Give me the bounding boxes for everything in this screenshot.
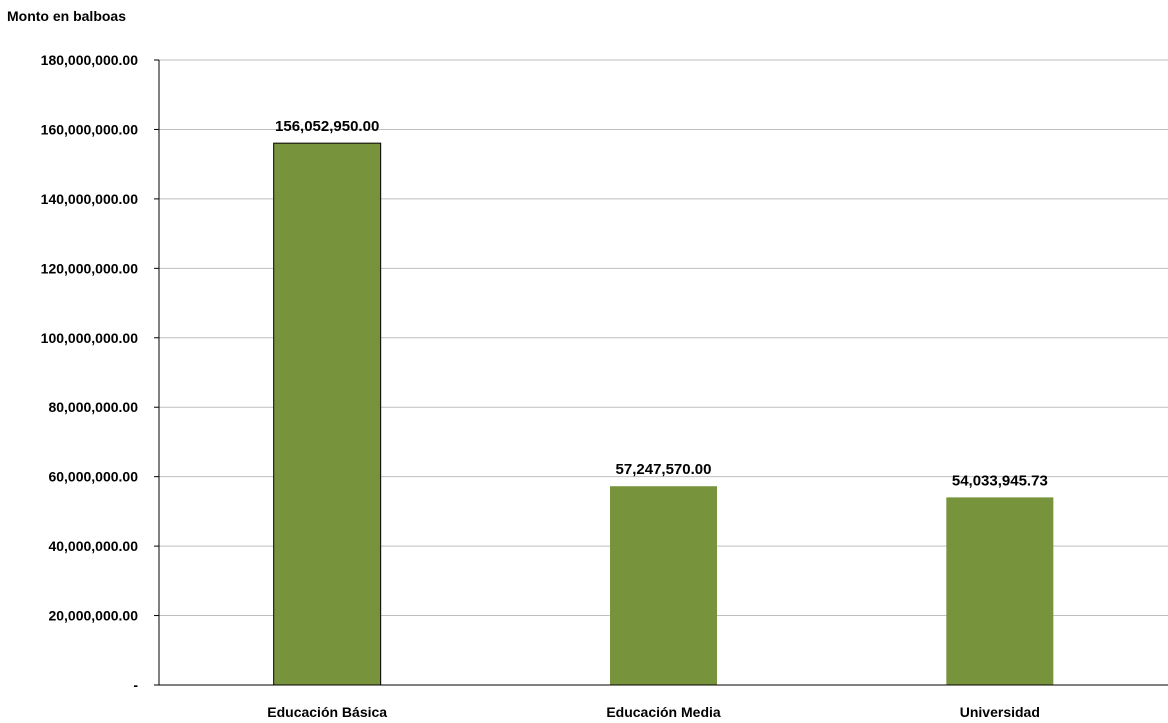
- bar: [273, 142, 382, 686]
- y-tick-label: 180,000,000.00: [41, 52, 139, 68]
- x-tick-label: Educación Básica: [267, 704, 387, 720]
- bar-value-label: 57,247,570.00: [616, 461, 712, 478]
- bar-value-label: 54,033,945.73: [952, 472, 1048, 489]
- y-tick-label: 80,000,000.00: [48, 399, 138, 415]
- bar: [946, 497, 1054, 685]
- x-tick-label: Educación Media: [606, 704, 721, 720]
- y-tick-label: 40,000,000.00: [48, 538, 138, 554]
- x-tick-label: Universidad: [960, 704, 1040, 720]
- y-tick-label: -: [133, 677, 138, 693]
- y-tick-label: 20,000,000.00: [48, 608, 138, 624]
- y-tick-label: 60,000,000.00: [48, 469, 138, 485]
- bar: [610, 486, 717, 685]
- y-axis-title: Monto en balboas: [7, 8, 126, 24]
- y-tick-label: 120,000,000.00: [41, 260, 139, 276]
- bar-value-label: 156,052,950.00: [275, 118, 379, 135]
- y-tick-label: 100,000,000.00: [41, 330, 139, 346]
- y-tick-label: 160,000,000.00: [41, 121, 139, 137]
- y-tick-label: 140,000,000.00: [41, 191, 139, 207]
